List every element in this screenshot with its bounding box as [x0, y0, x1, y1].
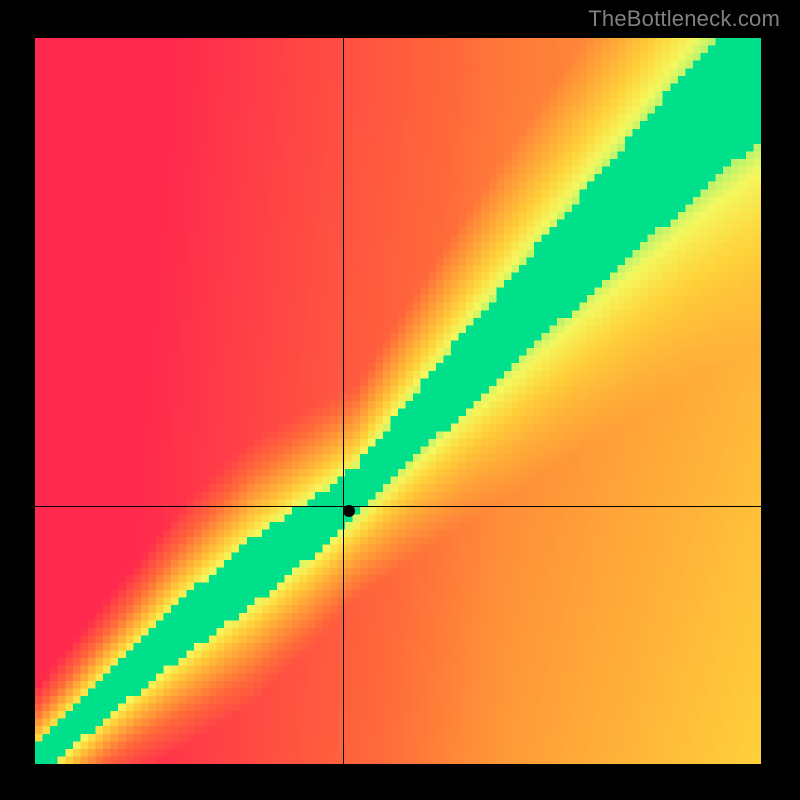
heatmap-canvas [35, 38, 761, 764]
heatmap-plot [35, 38, 761, 764]
crosshair-horizontal [35, 506, 761, 507]
crosshair-vertical [343, 38, 344, 764]
marker-dot [343, 505, 355, 517]
watermark-text: TheBottleneck.com [588, 6, 780, 32]
